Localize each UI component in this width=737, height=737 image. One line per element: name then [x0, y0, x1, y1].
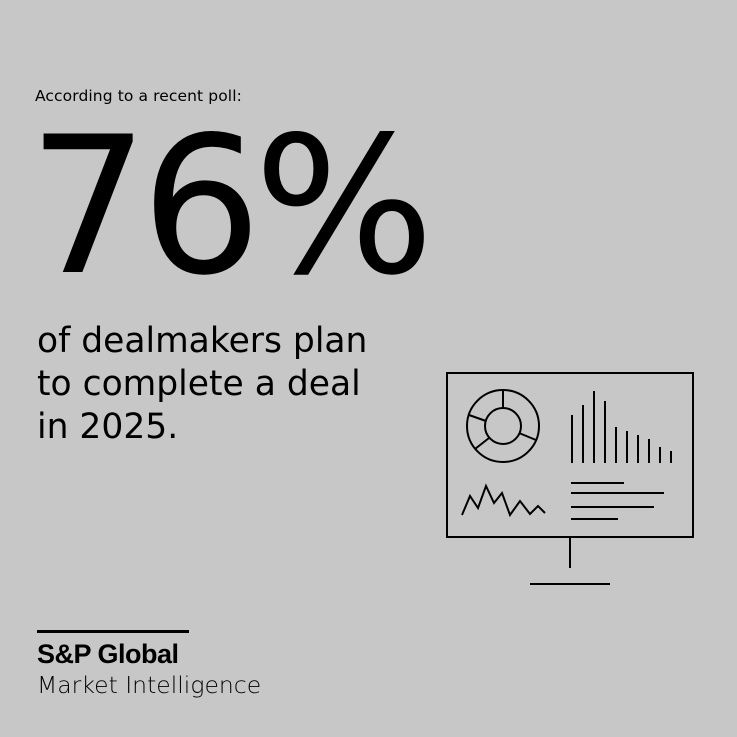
stat-figure: 76%	[28, 112, 434, 302]
sparkline-icon	[461, 483, 546, 518]
description-line: of dealmakers plan	[37, 321, 368, 361]
stat-unit: %	[253, 96, 435, 317]
monitor-dashboard-icon	[446, 372, 694, 585]
company-logo: S&P Global Market Intelligence	[37, 630, 261, 699]
description-line: in 2025.	[37, 407, 179, 447]
intro-text: According to a recent poll:	[35, 87, 242, 105]
donut-chart-icon	[466, 389, 540, 463]
logo-rule	[37, 630, 189, 633]
text-lines-icon	[571, 482, 664, 520]
monitor-screen	[446, 372, 694, 538]
logo-tagline: Market Intelligence	[37, 671, 262, 699]
description-line: to complete a deal	[37, 364, 361, 404]
stat-value: 76	[28, 96, 262, 317]
bar-chart-icon	[571, 391, 672, 463]
stat-description: of dealmakers plan to complete a deal in…	[37, 320, 367, 449]
logo-name: S&P Global	[37, 639, 179, 669]
